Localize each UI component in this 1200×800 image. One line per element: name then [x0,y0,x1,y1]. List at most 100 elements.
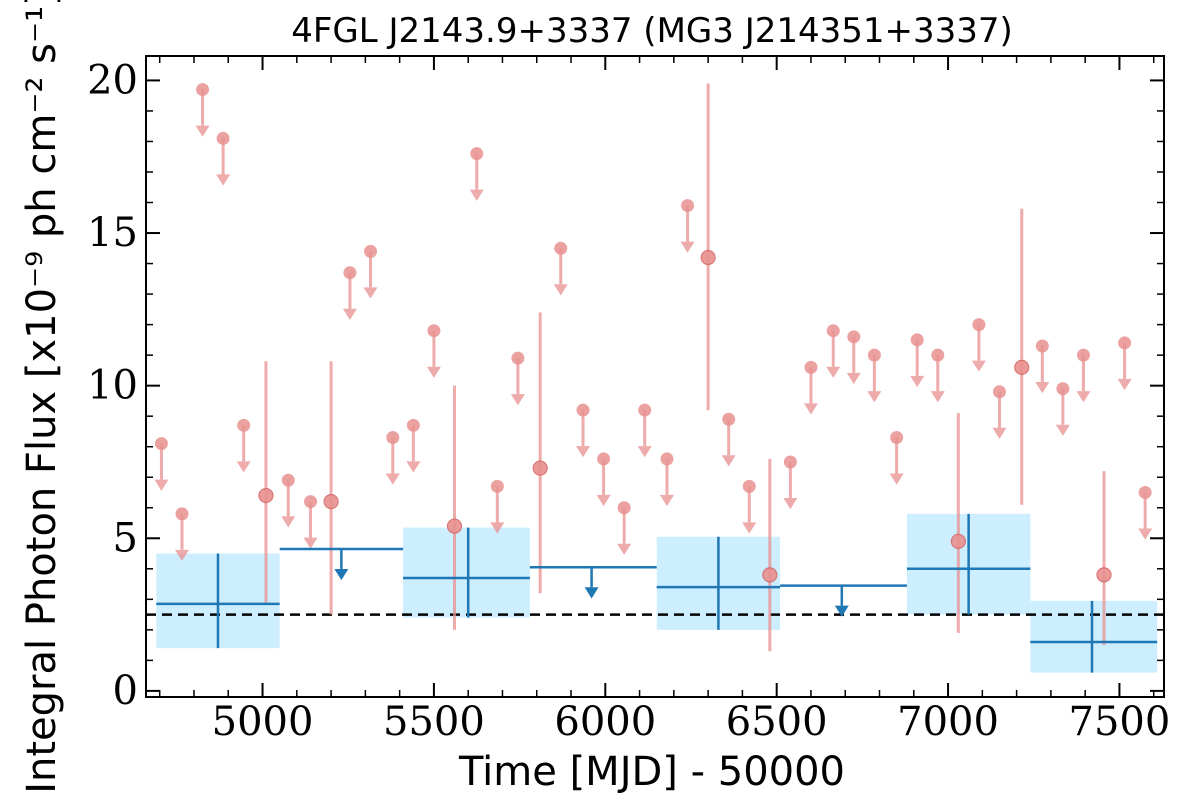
short-bin-upper-limit-point-8 [364,244,378,258]
short-bin-upper-limit-point-36 [1076,348,1090,362]
short-bin-upper-limit-arrow-21-head [680,241,695,253]
short-bin-upper-limit-point-38 [1138,485,1152,499]
short-bin-upper-limit-arrow-6 [303,501,318,549]
short-bin-upper-limit-arrow-35 [1055,388,1070,436]
short-bin-upper-limit-arrow-16 [576,410,591,458]
short-bin-upper-limit-arrow-34 [1035,345,1050,394]
short-bin-upper-limit-point-17 [597,452,611,466]
short-bin-upper-limit-point-20 [660,452,674,466]
short-bin-upper-limit-arrow-21 [680,205,695,253]
short-bin-upper-limit-arrow-30-head [910,375,925,388]
short-bin-upper-limit-arrow-3 [216,138,231,186]
short-bin-upper-limit-arrow-23 [742,486,757,534]
short-bin-upper-limit-point-6 [304,495,318,509]
short-bin-upper-limit-point-4 [237,418,251,432]
short-bin-upper-limit-point-29 [890,431,904,445]
short-bin-upper-limit-arrow-0 [154,443,169,491]
short-bin-upper-limit-point-1 [175,507,189,521]
x-tick-label-1: 5500 [383,699,485,745]
y-tick-label-0: 0 [113,668,138,714]
short-bin-upper-limit-arrow-11 [426,330,441,378]
short-bin-upper-limit-arrow-16-head [576,446,591,458]
short-bin-upper-limit-arrow-17 [596,458,611,507]
short-bin-upper-limit-point-28 [867,348,881,362]
long-bin-upper-limit-arrow-1 [584,567,599,599]
short-bin-upper-limit-arrow-20-head [659,494,674,507]
short-bin-upper-limit-arrow-24-head [783,497,798,510]
short-bin-upper-limit-point-37 [1118,336,1132,350]
short-bin-detection-point-0 [258,487,274,504]
short-bin-upper-limit-arrow-8 [363,251,378,299]
short-bin-detection-point-2 [446,518,463,534]
y-tick-label-4: 20 [87,57,138,103]
short-bin-upper-limit-point-27 [847,330,861,344]
short-bin-upper-limit-arrow-10 [406,425,421,473]
short-bin-upper-limit-arrow-14 [510,358,525,406]
short-bin-detection-point-3 [532,460,548,476]
short-bin-upper-limit-arrow-19-head [637,446,652,458]
short-bin-upper-limit-point-2 [196,83,210,97]
short-bin-upper-limit-point-16 [576,403,590,417]
short-bin-upper-limit-arrow-36 [1076,355,1091,403]
short-bin-upper-limit-arrow-13-head [490,522,505,534]
short-bin-upper-limit-point-35 [1056,382,1070,396]
short-bin-upper-limit-point-25 [804,360,818,374]
short-bin-upper-limit-arrow-18 [617,507,632,555]
short-bin-upper-limit-point-19 [638,403,652,417]
short-bin-upper-limit-point-14 [511,351,525,365]
short-bin-upper-limit-arrow-23-head [742,522,757,534]
short-bin-upper-limit-arrow-26 [826,330,841,378]
short-bin-upper-limit-point-10 [406,418,420,432]
long-bin-upper-limit-arrow-1-head [584,587,599,599]
x-tick-label-3: 6500 [726,699,828,745]
short-bin-upper-limit-arrow-11-head [426,366,441,378]
short-bin-upper-limit-point-33 [992,385,1006,399]
short-bin-upper-limit-arrow-38-head [1138,528,1153,540]
x-axis-label: Time [MJD] - 50000 [458,749,845,795]
short-bin-detection-point-7 [1014,359,1030,375]
short-bin-upper-limit-arrow-27 [846,336,861,385]
short-bin-upper-limit-arrow-4 [236,425,251,473]
short-bin-detection-point-4 [700,249,716,266]
axis-ticks [146,56,1164,697]
short-bin-upper-limit-arrow-25 [803,367,818,415]
short-bin-upper-limit-point-21 [681,199,695,213]
short-bin-upper-limit-point-24 [783,455,797,469]
y-tick-label-3: 15 [87,210,138,256]
short-bin-upper-limit-arrow-22-head [721,455,736,467]
short-bin-upper-limit-arrow-15-head [553,284,568,296]
short-bin-detection-point-6 [950,533,966,549]
short-bin-upper-limit-arrow-10-head [406,461,421,473]
short-bin-upper-limit-arrow-12-head [469,189,484,201]
x-tick-label-4: 7000 [897,699,999,745]
short-bin-upper-limit-arrow-28-head [867,391,882,403]
short-bin-upper-limit-arrow-14-head [510,394,525,406]
short-bin-upper-limit-arrow-6-head [303,537,318,549]
short-bin-upper-limit-arrow-36-head [1076,391,1091,403]
short-bin-upper-limit-arrow-2 [195,89,210,137]
x-tick-label-2: 6000 [554,699,656,745]
short-bin-upper-limit-arrow-33 [992,391,1007,439]
short-bin-upper-limit-arrow-29-head [889,473,904,485]
short-bin-upper-limit-point-23 [742,479,756,493]
long-bin-upper-limit-arrow-0 [334,548,349,581]
short-bin-upper-limit-arrow-27-head [846,372,861,385]
short-bin-upper-limit-point-15 [554,241,568,255]
x-tick-label-5: 7500 [1069,699,1171,745]
short-bin-upper-limit-arrow-5-head [281,516,296,528]
long-bin-upper-limit-arrow-2-head [834,605,849,617]
short-bin-upper-limit-arrow-24 [783,461,798,510]
long-bin-upper-limit-arrow-0-head [334,568,349,581]
short-bin-detection-point-5 [762,567,778,583]
short-bin-upper-limit-arrow-28 [867,355,882,403]
short-bin-upper-limit-arrow-38 [1138,492,1153,540]
short-bin-upper-limit-arrow-26-head [826,366,841,378]
short-bin-detection-point-8 [1096,567,1112,583]
short-bin-upper-limit-arrow-25-head [803,403,818,415]
x-tick-label-0: 5000 [212,699,314,745]
y-tick-label-2: 10 [87,363,138,409]
short-bin-upper-limit-arrow-32 [971,324,986,372]
short-bin-upper-limit-point-12 [470,147,484,161]
short-bin-upper-limit-point-7 [343,266,357,280]
short-bin-upper-limit-arrow-29 [889,437,904,485]
